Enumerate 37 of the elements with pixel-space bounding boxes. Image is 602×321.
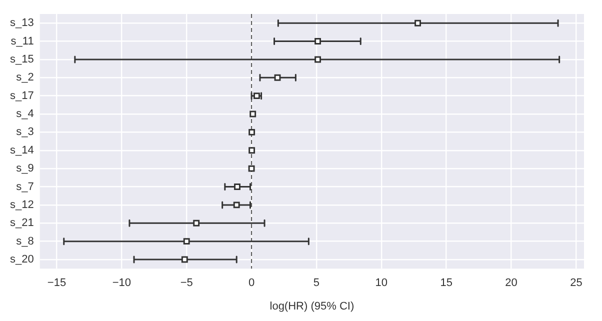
y-tick-label: s_7 bbox=[16, 180, 34, 193]
y-tick-label: s_8 bbox=[16, 235, 34, 248]
point bbox=[414, 20, 421, 26]
y-tick-label: s_11 bbox=[10, 35, 34, 48]
point bbox=[248, 147, 256, 154]
x-tick-label: 15 bbox=[440, 277, 452, 290]
point bbox=[248, 165, 255, 172]
point bbox=[248, 128, 256, 136]
x-axis-title: log(HR) (95% CI) bbox=[270, 300, 354, 312]
point bbox=[250, 110, 256, 118]
point bbox=[274, 74, 281, 81]
y-tick-label: s_3 bbox=[16, 126, 34, 138]
x-tick-label: 10 bbox=[375, 277, 388, 290]
point bbox=[234, 184, 240, 190]
y-tick-label: s_9 bbox=[16, 162, 34, 175]
point bbox=[233, 202, 240, 208]
y-tick-label: s_14 bbox=[10, 144, 34, 156]
x-tick-label: −5 bbox=[180, 277, 193, 290]
point bbox=[314, 38, 321, 45]
x-tick-label: 25 bbox=[570, 277, 582, 290]
x-tick-label: 20 bbox=[505, 277, 518, 290]
y-tick-label: s_17 bbox=[10, 90, 34, 102]
y-tick-label: s_12 bbox=[10, 198, 34, 211]
point bbox=[181, 256, 188, 263]
x-tick-label: 0 bbox=[248, 277, 255, 290]
point bbox=[193, 220, 200, 226]
y-tick-label: s_20 bbox=[10, 254, 34, 266]
y-tick-label: s_13 bbox=[10, 17, 34, 30]
y-tick-label: s_15 bbox=[10, 53, 34, 66]
y-tick-label: s_21 bbox=[10, 217, 34, 230]
x-tick-label: −10 bbox=[112, 277, 132, 290]
x-tick-label: 5 bbox=[313, 277, 320, 290]
y-tick-label: s_4 bbox=[16, 108, 34, 120]
y-tick-label: s_2 bbox=[16, 72, 34, 84]
x-tick-label: −15 bbox=[47, 277, 66, 290]
point bbox=[183, 238, 190, 245]
point bbox=[314, 56, 321, 63]
